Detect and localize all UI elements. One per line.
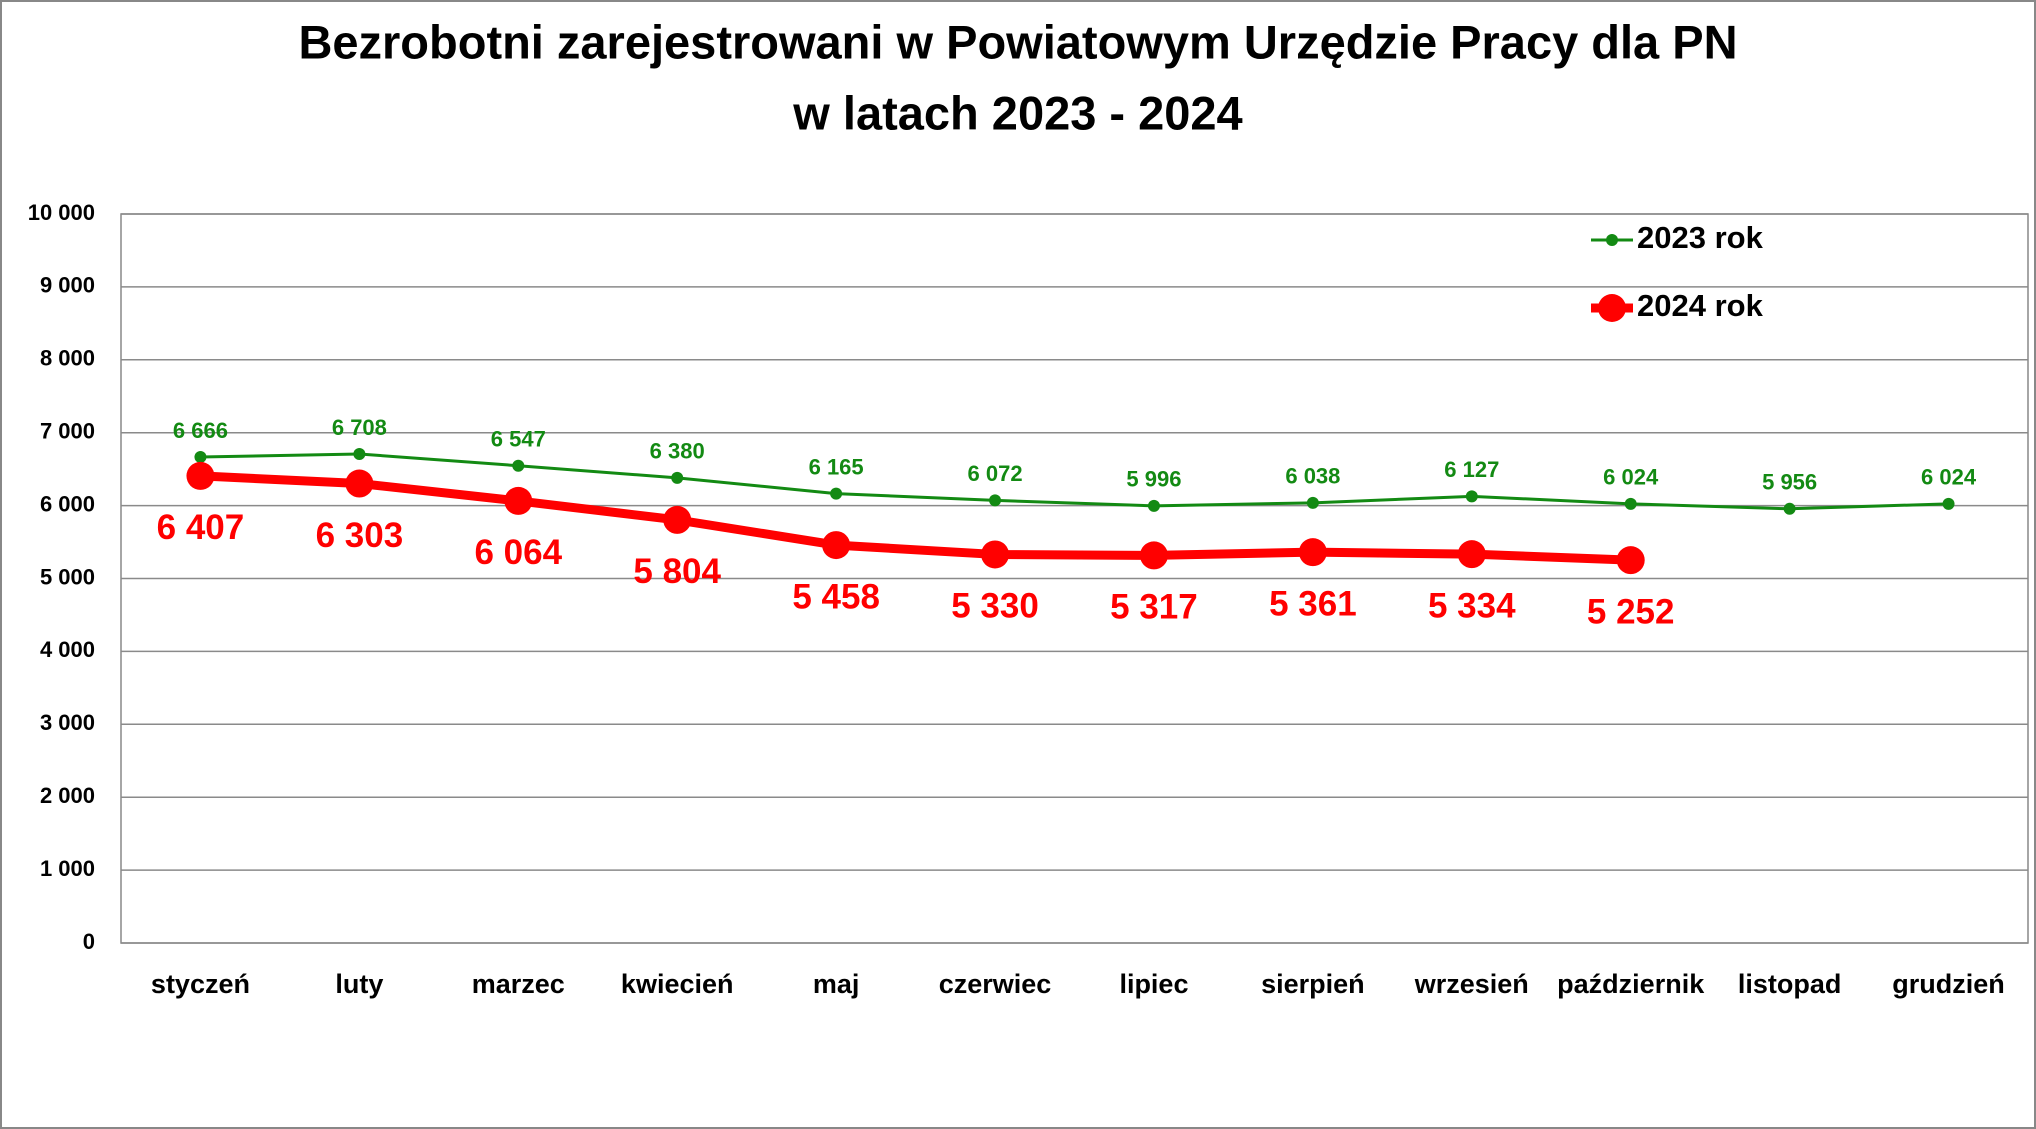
y-tick-label: 7 000 [40,419,95,444]
data-label: 6 127 [1444,457,1499,482]
data-label: 6 303 [316,516,404,555]
y-tick-label: 4 000 [40,637,95,662]
x-tick-label: maj [813,969,860,999]
data-label: 6 064 [474,533,562,572]
data-label: 5 458 [792,577,880,616]
y-tick-label: 10 000 [28,200,95,225]
data-point [1624,497,1637,510]
x-tick-label: marzec [472,969,565,999]
data-point [1942,497,1955,510]
data-point [1298,538,1327,567]
x-tick-label: lipiec [1119,969,1188,999]
y-tick-label: 5 000 [40,564,95,589]
data-label: 6 024 [1921,465,1977,490]
data-label: 5 804 [633,552,721,591]
legend-marker [1606,234,1618,246]
y-tick-label: 6 000 [40,491,95,516]
data-label: 6 666 [173,418,228,443]
chart-title: Bezrobotni zarejestrowani w Powiatowym U… [298,15,1737,68]
data-label: 5 996 [1126,467,1181,492]
data-point [1616,546,1645,575]
series-line [200,471,1631,565]
data-point [1139,541,1168,570]
x-tick-label: styczeń [151,969,250,999]
data-point [512,459,525,472]
data-point [504,486,533,515]
data-point [830,487,843,500]
data-point [1465,490,1478,503]
y-tick-label: 2 000 [40,783,95,808]
y-tick-label: 1 000 [40,856,95,881]
x-tick-label: wrzesień [1414,969,1529,999]
data-point [353,447,366,460]
data-point [981,540,1010,569]
data-label: 6 165 [809,454,864,479]
y-tick-label: 8 000 [40,346,95,371]
data-label: 5 334 [1428,586,1516,625]
data-point [671,471,684,484]
y-tick-label: 3 000 [40,710,95,735]
data-label: 5 317 [1110,588,1198,627]
x-tick-label: kwiecień [621,969,734,999]
data-point [822,531,851,560]
data-label: 5 361 [1269,584,1357,623]
chart-title: w latach 2023 - 2024 [792,86,1242,139]
x-tick-label: październik [1557,969,1705,999]
x-tick-label: czerwiec [939,969,1052,999]
data-point [1147,499,1160,512]
data-label: 5 330 [951,587,1039,626]
data-point [1783,502,1796,515]
data-label: 5 956 [1762,470,1817,495]
data-point [1306,496,1319,509]
x-tick-label: luty [335,969,383,999]
data-label: 6 024 [1603,465,1659,490]
y-tick-label: 0 [83,929,95,954]
data-label: 6 380 [650,439,705,464]
data-label: 6 547 [491,427,546,452]
legend-label: 2024 rok [1637,288,1764,323]
legend-marker [1598,294,1626,322]
y-tick-label: 9 000 [40,273,95,298]
x-tick-label: sierpień [1261,969,1365,999]
series-line [200,452,1949,511]
data-point [1457,540,1486,569]
x-tick-label: grudzień [1892,969,2005,999]
data-label: 6 038 [1285,464,1340,489]
legend-label: 2023 rok [1637,220,1764,255]
data-label: 6 708 [332,415,387,440]
data-point [989,494,1002,507]
x-tick-label: listopad [1738,969,1842,999]
data-point [345,469,374,498]
data-point [663,505,692,534]
data-label: 5 252 [1587,592,1675,631]
data-point [186,461,215,490]
data-point [194,451,207,464]
data-label: 6 072 [968,461,1023,486]
data-label: 6 407 [157,508,245,547]
